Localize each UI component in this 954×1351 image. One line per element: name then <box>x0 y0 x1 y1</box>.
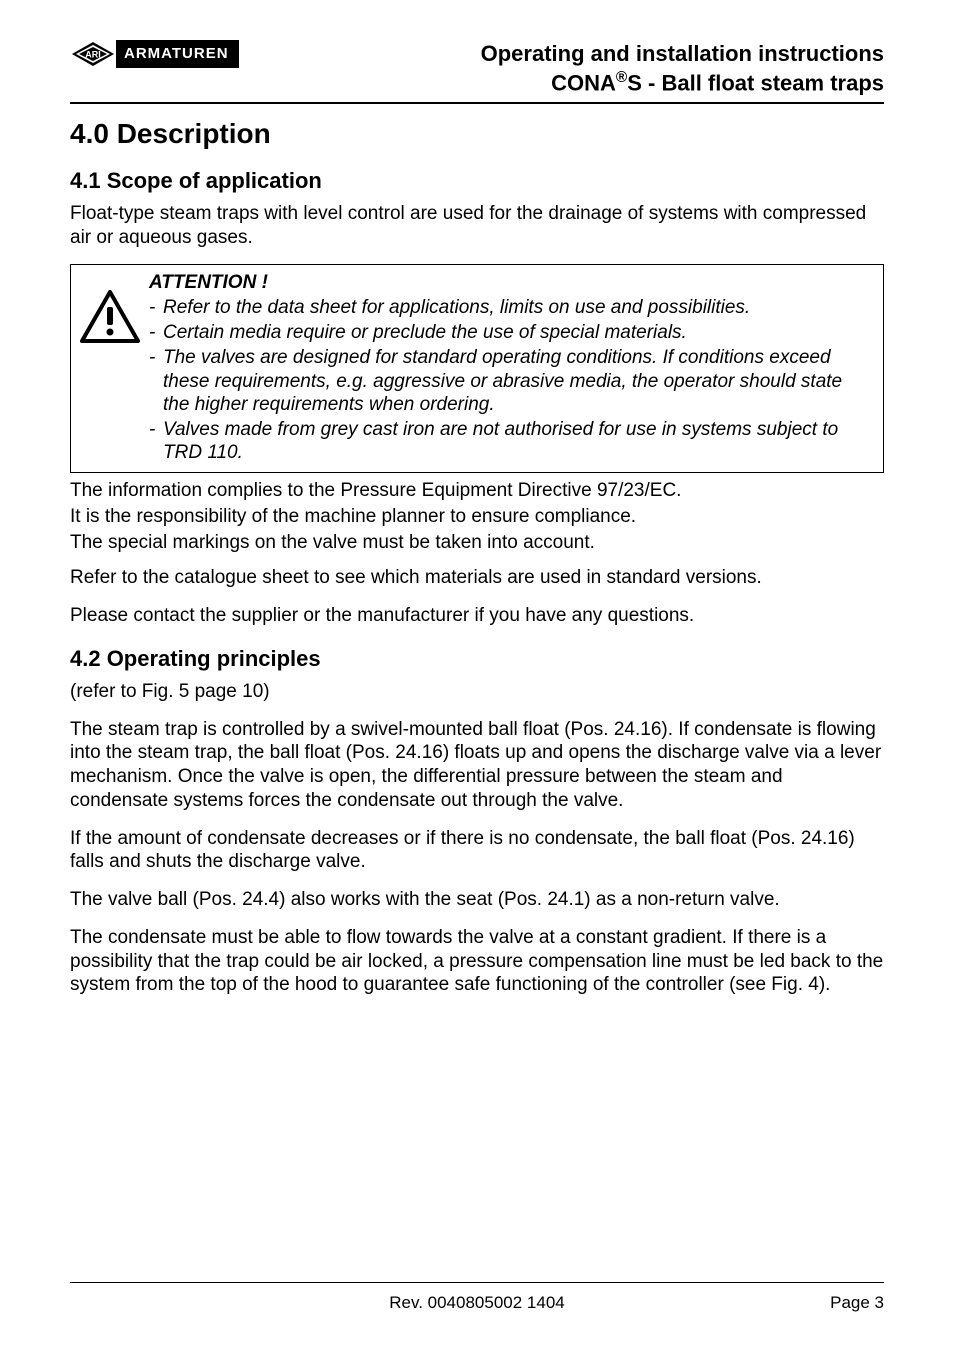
header-title-line1: Operating and installation instructions <box>481 40 884 68</box>
warning-icon <box>79 271 149 350</box>
post-attention-line: The special markings on the valve must b… <box>70 531 884 555</box>
logo-diamond-icon: ARI <box>70 40 116 68</box>
attention-box: ATTENTION ! -Refer to the data sheet for… <box>70 264 884 473</box>
page: ARI ARMATUREN Operating and installation… <box>0 0 954 1351</box>
section-4-2-heading: 4.2 Operating principles <box>70 646 884 672</box>
section-4-1-heading: 4.1 Scope of application <box>70 168 884 194</box>
section-4-2-para: The valve ball (Pos. 24.4) also works wi… <box>70 888 884 912</box>
header-title: Operating and installation instructions … <box>481 40 884 96</box>
attention-content: ATTENTION ! -Refer to the data sheet for… <box>149 271 873 466</box>
attention-item: -Refer to the data sheet for application… <box>149 296 873 319</box>
page-header: ARI ARMATUREN Operating and installation… <box>70 40 884 104</box>
section-4-2-para: The condensate must be able to flow towa… <box>70 926 884 997</box>
post-attention-line: It is the responsibility of the machine … <box>70 505 884 529</box>
logo-inner-text: ARI <box>85 50 101 60</box>
attention-item: -Valves made from grey cast iron are not… <box>149 418 873 464</box>
attention-item: -The valves are designed for standard op… <box>149 346 873 416</box>
brand-logo: ARI ARMATUREN <box>70 40 239 68</box>
post-attention-para: Please contact the supplier or the manuf… <box>70 604 884 628</box>
section-4-2-para: The steam trap is controlled by a swivel… <box>70 718 884 813</box>
footer-revision: Rev. 0040805002 1404 <box>70 1293 884 1313</box>
attention-item: -Certain media require or preclude the u… <box>149 321 873 344</box>
post-attention-line: The information complies to the Pressure… <box>70 479 884 503</box>
header-title-line2: CONA®S - Ball float steam traps <box>481 68 884 97</box>
page-footer: Rev. 0040805002 1404 Page 3 <box>70 1282 884 1313</box>
section-4-2-ref: (refer to Fig. 5 page 10) <box>70 680 884 704</box>
section-4-2-para: If the amount of condensate decreases or… <box>70 827 884 875</box>
attention-title: ATTENTION ! <box>149 271 873 294</box>
post-attention-para: Refer to the catalogue sheet to see whic… <box>70 566 884 590</box>
logo-brand-text: ARMATUREN <box>116 40 239 68</box>
section-4-0-heading: 4.0 Description <box>70 118 884 150</box>
section-4-1-para: Float-type steam traps with level contro… <box>70 202 884 250</box>
